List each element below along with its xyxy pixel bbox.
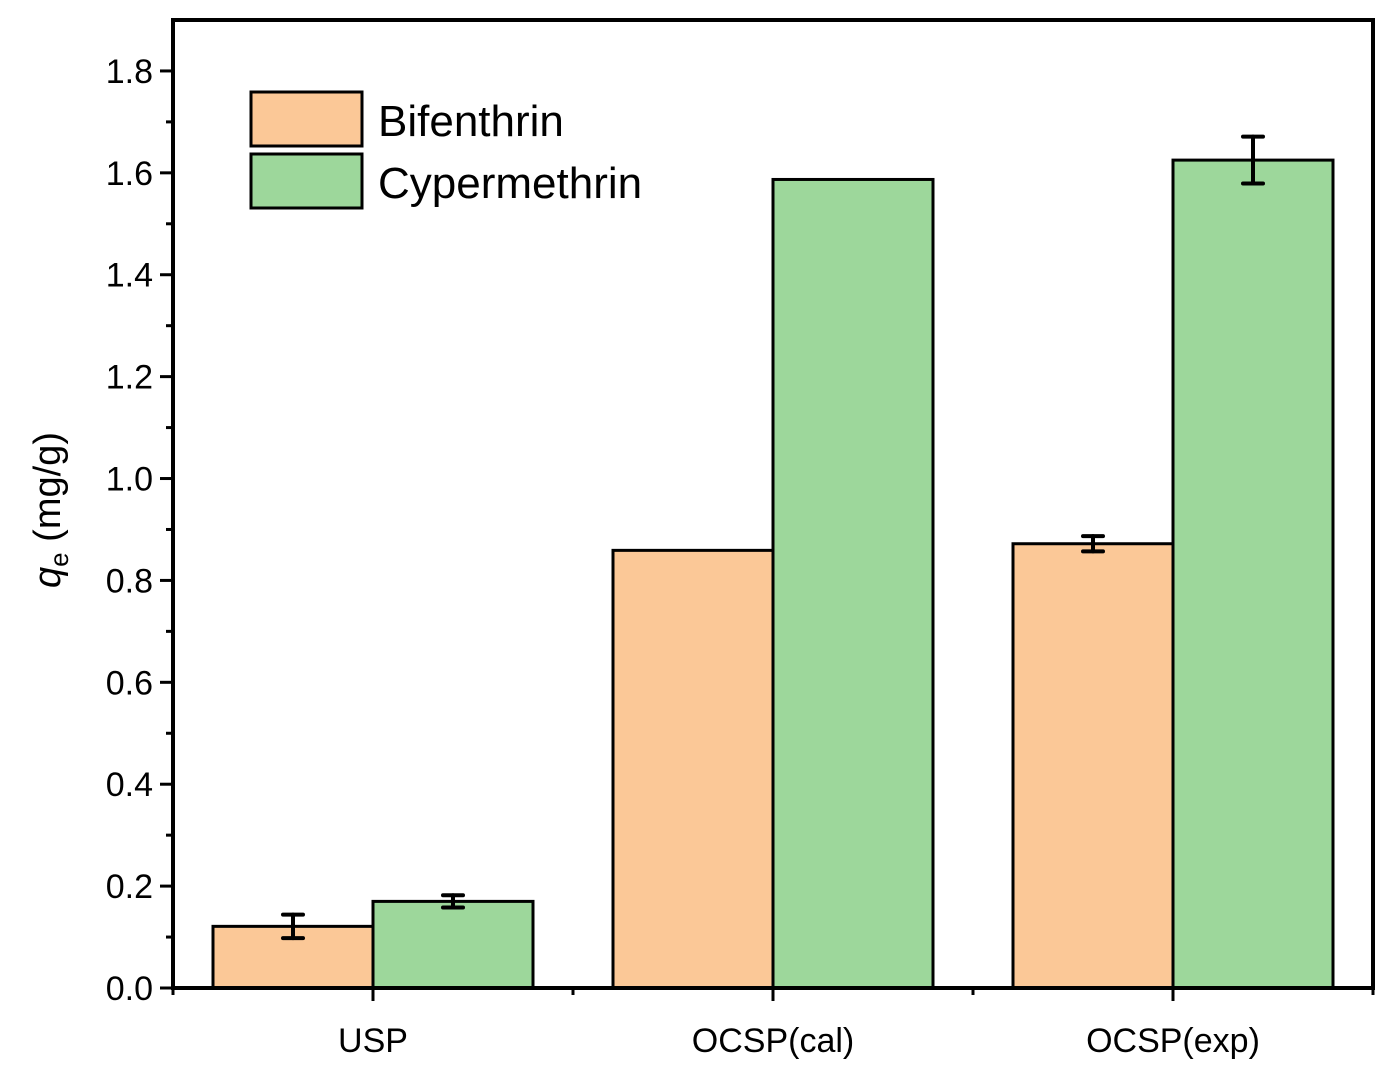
error-bar [1241, 134, 1265, 186]
bar-cypermethrin-0 [371, 899, 535, 990]
bar-cypermethrin-1 [771, 177, 935, 990]
y-tick-label: 0.6 [106, 664, 153, 702]
y-tick-label: 0.4 [106, 766, 153, 804]
y-axis-label: qe (mg/g) [27, 432, 74, 588]
x-tick-label: USP [338, 1022, 408, 1060]
y-tick-label: 1.0 [106, 461, 153, 499]
x-tick-label: OCSP(cal) [692, 1022, 854, 1060]
legend-swatch-bifenthrin [249, 90, 364, 148]
y-tick-label: 1.6 [106, 155, 153, 193]
y-tick-label: 1.2 [106, 359, 153, 397]
bar-cypermethrin-2 [1171, 158, 1335, 990]
bar-bifenthrin-2 [1011, 542, 1175, 990]
legend-label-cypermethrin: Cypermethrin [378, 159, 642, 208]
y-tick-label: 0.8 [106, 562, 153, 600]
x-tick-label: OCSP(exp) [1086, 1022, 1260, 1060]
y-tick-label: 0.0 [106, 970, 153, 1008]
error-bar [441, 893, 465, 910]
y-tick-label: 0.2 [106, 868, 153, 906]
legend-label-bifenthrin: Bifenthrin [378, 97, 564, 146]
error-bar [1081, 534, 1105, 554]
y-tick-label: 1.4 [106, 257, 153, 295]
y-tick-label: 1.8 [106, 53, 153, 91]
legend: Bifenthrin Cypermethrin [249, 90, 642, 210]
bar-bifenthrin-1 [611, 548, 775, 990]
error-bar [281, 912, 305, 941]
legend-swatch-cypermethrin [249, 152, 364, 210]
